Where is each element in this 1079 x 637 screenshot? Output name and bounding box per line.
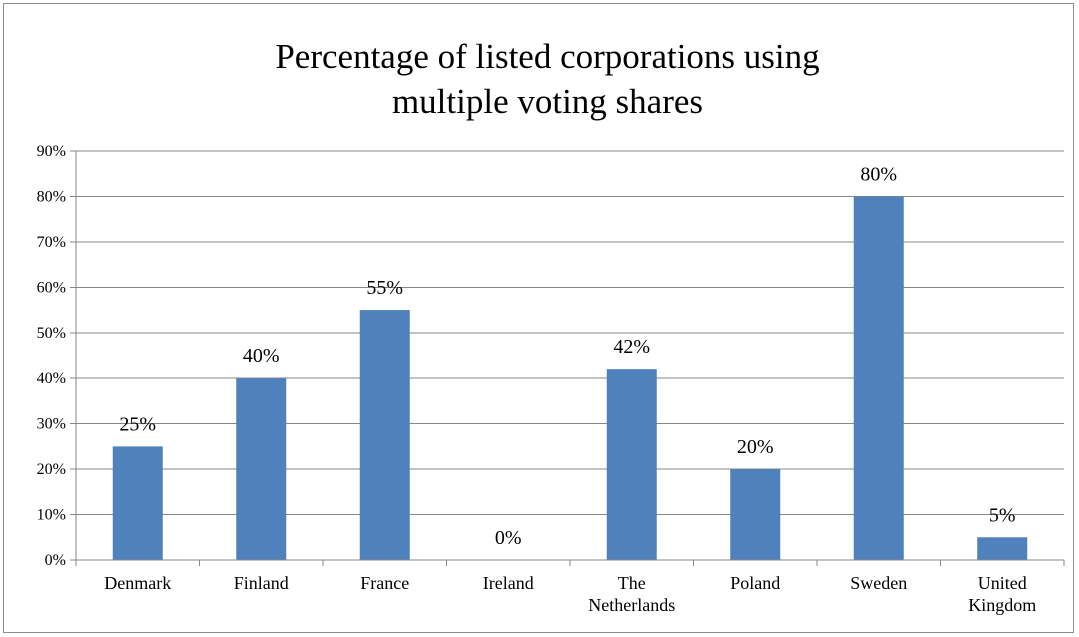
y-tick-label: 60%: [37, 279, 66, 296]
chart-title-line-2: multiple voting shares: [391, 82, 704, 121]
category-label-line: The: [618, 573, 646, 593]
bar: [853, 196, 904, 560]
y-tick-label: 0%: [45, 552, 66, 569]
chart-title: Percentage of listed corporations using …: [0, 34, 1079, 124]
category-label-line: Ireland: [483, 573, 534, 593]
category-label-line: Poland: [730, 573, 780, 593]
y-tick-label: 30%: [37, 416, 66, 433]
category-label: Poland: [730, 573, 780, 593]
data-label: 0%: [495, 527, 522, 549]
bar: [977, 537, 1028, 560]
category-label: Denmark: [104, 573, 171, 593]
bar: [112, 446, 163, 560]
y-tick-label: 10%: [37, 507, 66, 524]
category-label-line: Netherlands: [588, 595, 675, 615]
category-label: United Kingdom: [968, 573, 1036, 615]
y-tick-label: 80%: [37, 188, 66, 205]
data-label: 5%: [989, 504, 1016, 526]
y-tick-label: 20%: [37, 461, 66, 478]
data-label: 25%: [119, 413, 156, 435]
y-tick-label: 40%: [37, 370, 66, 387]
category-label: Sweden: [850, 573, 907, 593]
data-label: 80%: [860, 163, 897, 185]
category-label: Ireland: [483, 573, 534, 593]
y-tick-label: 90%: [37, 143, 66, 160]
bar: [606, 369, 657, 560]
category-label-line: Kingdom: [968, 595, 1036, 615]
category-label-line: Denmark: [104, 573, 171, 593]
data-label: 20%: [737, 436, 774, 458]
y-tick-label: 50%: [37, 325, 66, 342]
chart-title-line-1: Percentage of listed corporations using: [275, 37, 820, 76]
bar: [236, 378, 287, 560]
bar: [730, 469, 781, 560]
bar: [359, 310, 410, 560]
data-label: 55%: [366, 277, 403, 299]
category-label-line: Sweden: [850, 573, 907, 593]
category-label-line: United: [978, 573, 1027, 593]
y-tick-label: 70%: [37, 234, 66, 251]
category-label-line: France: [360, 573, 409, 593]
category-label: Finland: [234, 573, 289, 593]
category-label-line: Finland: [234, 573, 289, 593]
category-label: The Netherlands: [588, 573, 675, 615]
category-label: France: [360, 573, 409, 593]
data-label: 42%: [613, 336, 650, 358]
data-label: 40%: [243, 345, 280, 367]
